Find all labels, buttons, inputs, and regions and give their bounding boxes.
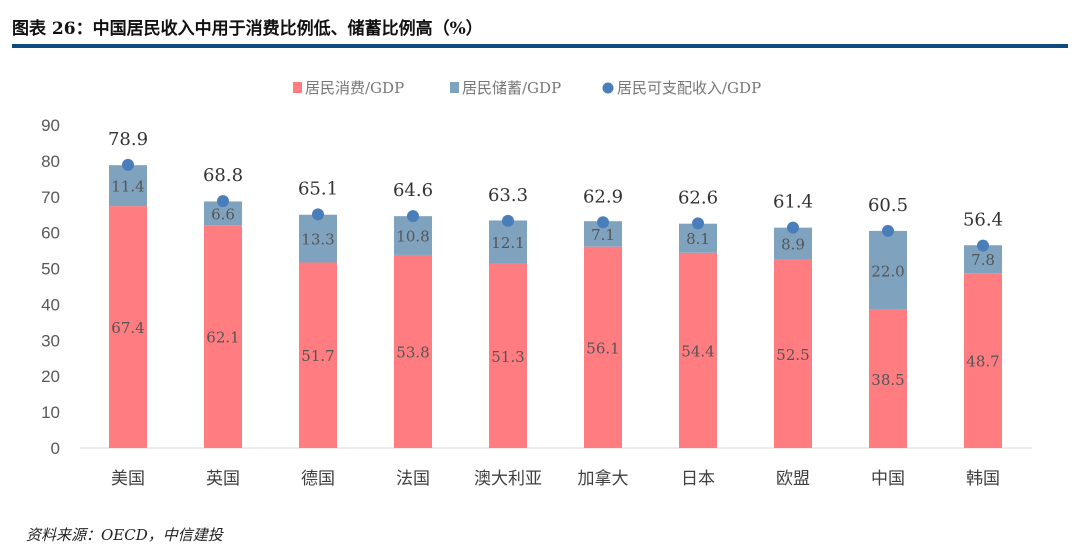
income-point xyxy=(692,217,704,230)
y-tick-label: 90 xyxy=(41,116,60,135)
savings-data-label: 8.9 xyxy=(781,236,805,254)
consumption-bar xyxy=(774,259,812,448)
consumption-bar xyxy=(489,263,527,448)
x-category-label: 法国 xyxy=(396,469,430,489)
savings-data-label: 10.8 xyxy=(396,228,429,246)
x-category-label: 欧盟 xyxy=(776,469,810,489)
income-data-label: 62.6 xyxy=(678,187,718,208)
title-rule xyxy=(12,44,1068,48)
income-point xyxy=(217,195,229,208)
consumption-data-label: 62.1 xyxy=(206,329,239,347)
savings-data-label: 22.0 xyxy=(871,262,904,280)
x-category-label: 澳大利亚 xyxy=(474,469,542,489)
x-category-label: 美国 xyxy=(111,469,145,489)
y-tick-label: 50 xyxy=(41,260,60,279)
source-note: 资料来源：OECD，中信建投 xyxy=(26,526,223,544)
consumption-bar xyxy=(299,262,337,448)
consumption-bar xyxy=(109,206,147,448)
consumption-data-label: 38.5 xyxy=(871,371,904,389)
figure-title: 图表 26：中国居民收入中用于消费比例低、储蓄比例高（%） xyxy=(12,19,483,39)
income-point xyxy=(407,210,419,223)
savings-bar xyxy=(299,214,337,263)
x-category-label: 加拿大 xyxy=(578,468,629,489)
y-tick-label: 10 xyxy=(41,403,60,422)
y-tick-label: 30 xyxy=(41,331,60,350)
income-data-label: 56.4 xyxy=(963,210,1003,231)
income-data-label: 64.6 xyxy=(393,180,433,201)
y-tick-label: 80 xyxy=(41,152,60,171)
consumption-bar xyxy=(679,252,717,448)
x-category-label: 英国 xyxy=(206,469,240,489)
legend-swatch-consumption xyxy=(293,82,302,93)
savings-data-label: 12.1 xyxy=(491,234,524,252)
consumption-bar xyxy=(584,246,622,448)
consumption-data-label: 48.7 xyxy=(966,353,999,371)
legend-label-income: 居民可支配收入/GDP xyxy=(617,79,761,97)
income-data-label: 62.9 xyxy=(583,186,623,207)
savings-data-label: 7.8 xyxy=(971,251,995,269)
income-point xyxy=(502,214,514,227)
income-data-label: 78.9 xyxy=(108,129,148,150)
x-category-label: 日本 xyxy=(681,469,715,489)
consumption-data-label: 67.4 xyxy=(111,319,144,337)
savings-data-label: 6.6 xyxy=(211,205,235,223)
income-data-label: 60.5 xyxy=(868,195,908,216)
consumption-data-label: 51.3 xyxy=(491,348,524,366)
savings-bar xyxy=(489,220,527,264)
savings-bar xyxy=(109,165,147,207)
income-data-label: 65.1 xyxy=(298,178,338,199)
x-category-label: 韩国 xyxy=(966,469,1000,489)
income-point xyxy=(977,239,989,252)
income-data-label: 63.3 xyxy=(488,185,528,206)
savings-data-label: 13.3 xyxy=(301,231,334,249)
income-data-label: 61.4 xyxy=(773,192,813,213)
savings-data-label: 8.1 xyxy=(686,230,710,248)
savings-bar xyxy=(204,201,242,226)
legend-marker-income xyxy=(602,82,614,94)
consumption-bar xyxy=(964,273,1002,448)
y-tick-label: 60 xyxy=(41,224,60,243)
savings-bar xyxy=(394,216,432,255)
y-tick-label: 70 xyxy=(41,188,60,207)
income-point xyxy=(312,208,324,221)
consumption-data-label: 54.4 xyxy=(681,342,714,360)
y-tick-label: 20 xyxy=(41,367,60,386)
legend-label-savings: 居民储蓄/GDP xyxy=(462,79,561,97)
consumption-data-label: 52.5 xyxy=(776,346,809,364)
income-point xyxy=(597,216,609,229)
income-point xyxy=(122,158,134,171)
consumption-data-label: 53.8 xyxy=(396,343,429,361)
x-category-label: 德国 xyxy=(301,469,335,489)
savings-data-label: 11.4 xyxy=(111,178,144,196)
legend-swatch-savings xyxy=(450,82,459,93)
consumption-bar xyxy=(394,254,432,448)
legend-label-consumption: 居民消费/GDP xyxy=(305,79,404,97)
consumption-bar xyxy=(204,225,242,448)
consumption-data-label: 51.7 xyxy=(301,347,334,365)
savings-bar xyxy=(869,230,907,310)
consumption-bar xyxy=(869,309,907,448)
income-point xyxy=(882,224,894,237)
income-point xyxy=(787,221,799,234)
income-data-label: 68.8 xyxy=(203,165,243,186)
y-tick-label: 40 xyxy=(41,295,60,314)
savings-data-label: 7.1 xyxy=(591,226,615,244)
consumption-data-label: 56.1 xyxy=(586,339,619,357)
x-category-label: 中国 xyxy=(871,469,905,489)
y-tick-label: 0 xyxy=(51,439,60,458)
